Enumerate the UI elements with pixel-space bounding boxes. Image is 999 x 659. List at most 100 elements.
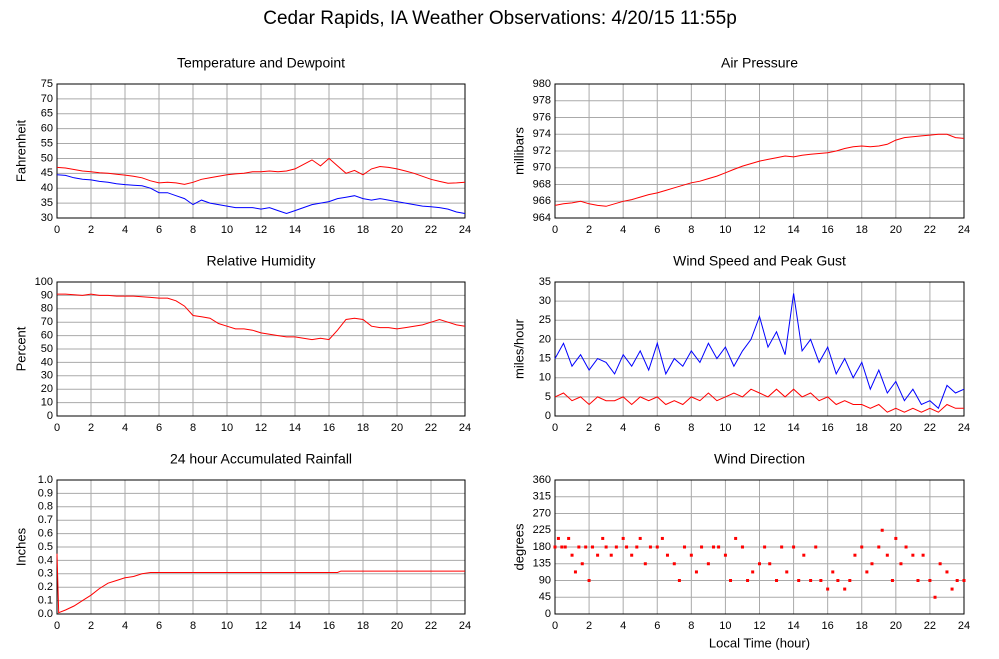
y-tick-label: 978 [533, 95, 551, 107]
data-point [683, 545, 687, 549]
x-tick-label: 16 [822, 224, 834, 236]
data-point [751, 570, 755, 574]
data-point [614, 545, 618, 549]
y-tick-label: 360 [533, 474, 551, 486]
x-tick-label: 22 [924, 224, 936, 236]
x-axis-label: Local Time (hour) [709, 635, 810, 650]
y-tick-label: 65 [41, 108, 53, 120]
data-point [836, 579, 840, 582]
data-point [814, 545, 818, 549]
y-tick-label: 0.3 [38, 568, 53, 580]
data-point [556, 536, 560, 540]
data-point [596, 553, 600, 557]
y-axis-label: degrees [511, 523, 526, 570]
data-point [890, 579, 894, 582]
data-point [792, 545, 796, 549]
data-point [870, 562, 874, 566]
x-tick-label: 4 [122, 224, 128, 236]
y-tick-label: 0 [47, 410, 53, 422]
y-tick-label: 0.6 [38, 528, 53, 540]
data-point [962, 579, 966, 582]
data-point [740, 545, 744, 549]
y-tick-label: 270 [533, 507, 551, 519]
data-point [609, 553, 613, 557]
x-tick-label: 14 [289, 620, 301, 632]
data-point [928, 579, 932, 582]
y-tick-label: 40 [41, 356, 53, 368]
x-tick-label: 6 [156, 224, 162, 236]
y-tick-label: 90 [41, 289, 53, 301]
data-point [809, 579, 813, 582]
y-tick-label: 70 [41, 93, 53, 105]
data-point [567, 536, 571, 540]
x-tick-label: 4 [620, 422, 626, 434]
y-axis-label: millibars [511, 127, 526, 175]
x-tick-label: 2 [586, 422, 592, 434]
plot-frame [554, 83, 965, 219]
x-tick-label: 12 [753, 422, 765, 434]
x-tick-label: 6 [156, 620, 162, 632]
data-point [621, 536, 625, 540]
x-tick-label: 12 [753, 620, 765, 632]
data-point [689, 553, 693, 557]
data-point [625, 545, 629, 549]
x-tick-label: 12 [255, 620, 267, 632]
y-tick-label: 0.7 [38, 514, 53, 526]
x-tick-label: 24 [459, 422, 471, 434]
data-point [860, 545, 864, 549]
y-tick-label: 972 [533, 145, 551, 157]
y-tick-label: 5 [545, 391, 551, 403]
data-point [763, 545, 767, 549]
plot-frame [56, 83, 466, 219]
x-tick-label: 0 [552, 620, 558, 632]
y-tick-label: 25 [539, 314, 551, 326]
x-tick-label: 8 [688, 224, 694, 236]
data-point [768, 562, 772, 566]
data-point [604, 545, 608, 549]
data-point [648, 545, 652, 549]
x-tick-label: 24 [958, 422, 970, 434]
y-tick-label: 315 [533, 491, 551, 503]
data-point [677, 579, 681, 582]
x-tick-label: 2 [88, 620, 94, 632]
data-point [573, 570, 577, 574]
y-tick-label: 35 [41, 197, 53, 209]
x-tick-label: 20 [391, 422, 403, 434]
data-point [672, 562, 676, 566]
y-axis-label: Percent [13, 326, 28, 371]
y-tick-label: 1.0 [38, 474, 53, 486]
x-tick-label: 22 [924, 620, 936, 632]
y-tick-label: 0.0 [38, 608, 53, 620]
data-point [700, 545, 704, 549]
y-tick-label: 50 [41, 343, 53, 355]
x-tick-label: 2 [586, 620, 592, 632]
x-tick-label: 18 [856, 422, 868, 434]
y-tick-label: 60 [41, 123, 53, 135]
page-title: Cedar Rapids, IA Weather Observations: 4… [263, 8, 737, 29]
data-point [865, 570, 869, 574]
x-tick-label: 2 [586, 224, 592, 236]
data-point [819, 579, 823, 582]
y-axis-label: Fahrenheit [13, 120, 28, 183]
y-tick-label: 40 [41, 182, 53, 194]
data-point [955, 579, 959, 582]
data-point [758, 562, 761, 566]
data-point [877, 545, 881, 549]
data-line [554, 388, 964, 413]
x-tick-label: 12 [753, 224, 765, 236]
data-point [580, 562, 584, 566]
y-tick-label: 30 [539, 295, 551, 307]
x-tick-label: 10 [221, 224, 233, 236]
y-tick-label: 0.8 [38, 501, 53, 513]
x-tick-label: 8 [688, 620, 694, 632]
y-axis-label: miles/hour [511, 318, 526, 379]
data-point [885, 553, 889, 557]
chart-title: Wind Speed and Peak Gust [673, 253, 846, 269]
data-point [880, 528, 884, 532]
x-tick-label: 24 [459, 224, 471, 236]
y-tick-label: 20 [539, 333, 551, 345]
data-point [831, 570, 835, 574]
y-tick-label: 0.5 [38, 541, 53, 553]
data-point [899, 562, 903, 566]
y-tick-label: 60 [41, 330, 53, 342]
